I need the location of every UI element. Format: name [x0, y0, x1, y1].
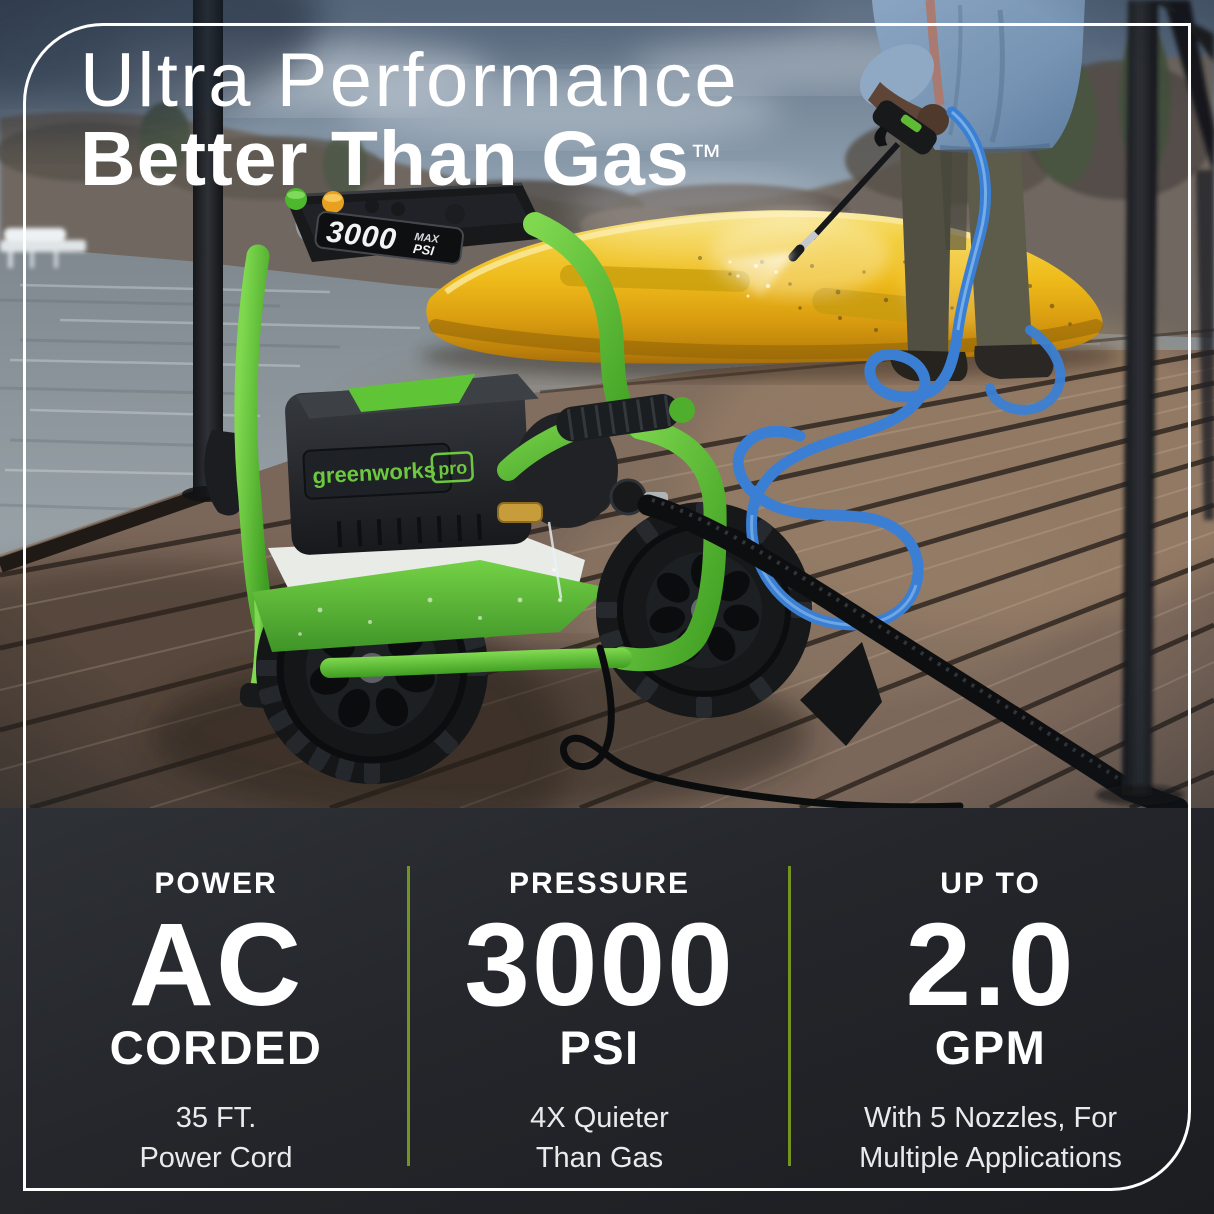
spec-value: 2.0 [905, 899, 1076, 1031]
spec-unit: PSI [559, 1021, 640, 1074]
spec-value: 3000 [464, 899, 735, 1031]
spec-label: POWER [154, 867, 278, 900]
photo-scene: greenworks pro [0, 0, 1214, 808]
spec-column-pressure: PRESSURE 3000 PSI 4X Quieter Than Gas [409, 808, 790, 1214]
spec-description: 35 FT. Power Cord [139, 1102, 293, 1174]
column-divider [788, 866, 791, 1166]
headline: Ultra Performance Better Than Gas™ [80, 38, 740, 202]
spec-column-flow: UP TO 2.0 GPM With 5 Nozzles, For Multip… [790, 808, 1191, 1214]
spec-description: With 5 Nozzles, For Multiple Application… [859, 1102, 1122, 1174]
column-divider [407, 866, 410, 1166]
trademark-symbol: ™ [689, 138, 725, 174]
spec-description: 4X Quieter Than Gas [530, 1102, 669, 1174]
vignette [0, 0, 1214, 808]
spec-column-power: POWER AC CORDED 35 FT. Power Cord [23, 808, 409, 1214]
spec-label: UP TO [940, 867, 1041, 900]
spec-value: AC [128, 899, 304, 1031]
headline-line1: Ultra Performance [80, 38, 740, 123]
headline-line2: Better Than Gas™ [80, 116, 725, 202]
spec-unit: GPM [934, 1021, 1047, 1074]
spec-unit: CORDED [109, 1021, 323, 1074]
spec-label: PRESSURE [508, 867, 691, 900]
spec-panel: POWER AC CORDED 35 FT. Power Cord PRESSU… [0, 808, 1214, 1214]
